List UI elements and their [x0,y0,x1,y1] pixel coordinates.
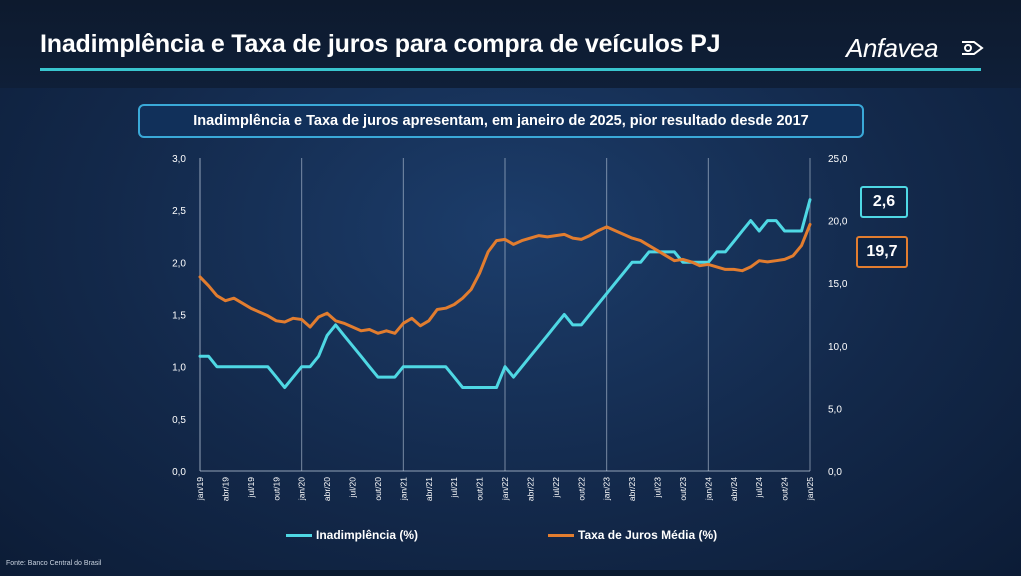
y-left-tick-label: 2,0 [172,258,186,269]
legend-label-juros: Taxa de Juros Média (%) [578,528,718,542]
series-line-inadimplencia [198,198,812,389]
x-tick-label: jul/23 [653,477,663,499]
x-tick-label: jul/22 [551,477,561,499]
y-right-tick-label: 20,0 [828,217,848,228]
legend-item-inadimplencia: Inadimplência (%) [286,528,418,542]
legend-item-juros: Taxa de Juros Média (%) [548,528,717,542]
y-right-tick-label: 15,0 [828,279,848,290]
x-tick-label: abr/20 [322,477,332,501]
y-left-tick-label: 1,0 [172,363,186,374]
x-tick-label: out/24 [780,477,790,501]
inadimplencia-last-value-callout: 2,6 [860,186,908,218]
y-right-tick-label: 10,0 [828,342,848,353]
x-tick-label: abr/21 [424,477,434,501]
chart-subtitle: Inadimplência e Taxa de juros apresentam… [138,104,864,138]
x-tick-label: jul/19 [246,477,256,499]
anfavea-logo-icon [962,41,984,55]
y-right-tick-label: 0,0 [828,467,842,478]
y-left-tick-label: 0,5 [172,415,186,426]
x-tick-label: jan/19 [195,477,205,501]
x-tick-label: abr/22 [525,477,535,501]
x-tick-label: out/22 [576,477,586,501]
x-tick-label: out/23 [678,477,688,501]
x-tick-label: out/21 [475,477,485,501]
brand-logo: Anfavea [846,33,938,63]
x-tick-label: abr/23 [627,477,637,501]
legend-swatch-juros [548,533,574,537]
y-left-tick-label: 2,5 [172,206,186,217]
x-tick-label: abr/24 [729,477,739,501]
y-left-tick-label: 1,5 [172,311,186,322]
x-tick-label: jul/21 [449,477,459,499]
juros-last-value-callout: 19,7 [856,236,908,268]
x-tick-label: out/20 [373,477,383,501]
y-right-tick-label: 5,0 [828,404,842,415]
x-tick-label: jan/22 [500,477,510,501]
x-tick-label: jan/24 [703,477,713,501]
x-tick-label: jan/21 [398,477,408,501]
y-right-tick-label: 25,0 [828,154,848,165]
x-tick-label: jan/20 [297,477,307,501]
legend-label-inadimplencia: Inadimplência (%) [316,528,419,542]
x-tick-label: jul/20 [348,477,358,499]
x-tick-label: abr/19 [220,477,230,501]
bottom-strip [170,570,990,576]
series-line-juros [198,222,812,335]
title-underline [40,68,981,71]
page-title: Inadimplência e Taxa de juros para compr… [40,30,721,58]
y-left-tick-label: 0,0 [172,467,186,478]
legend-swatch-inadimplencia [286,533,312,537]
x-tick-label: jul/24 [754,477,764,499]
x-tick-label: jan/25 [805,477,815,501]
x-tick-label: jan/23 [602,477,612,501]
header-bar [0,0,1021,88]
x-tick-label: out/19 [271,477,281,501]
source-note: Fonte: Banco Central do Brasil [6,560,102,567]
y-left-tick-label: 3,0 [172,154,186,165]
